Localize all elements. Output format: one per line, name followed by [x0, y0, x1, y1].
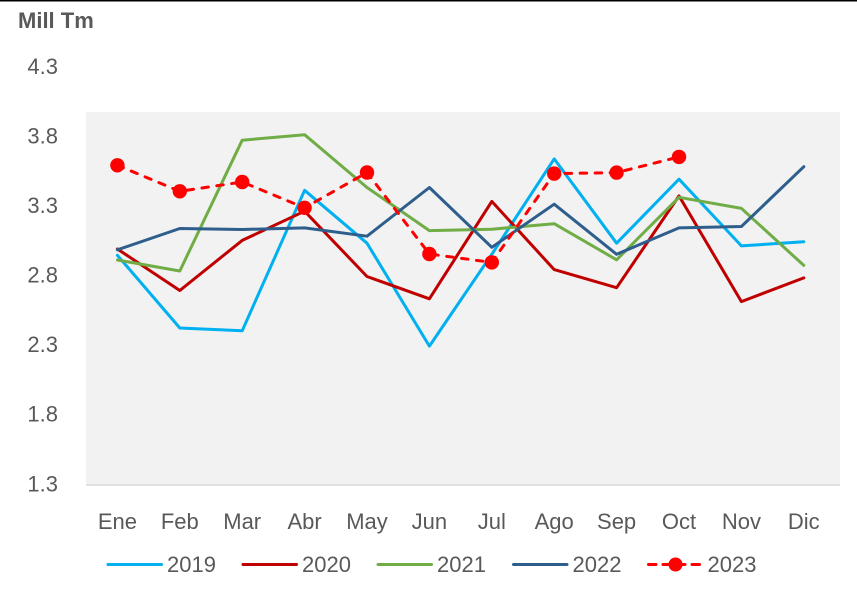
- svg-text:3.8: 3.8: [27, 124, 58, 149]
- svg-text:May: May: [346, 509, 388, 534]
- svg-text:3.3: 3.3: [27, 193, 58, 218]
- svg-text:2022: 2022: [573, 552, 622, 577]
- svg-text:2021: 2021: [437, 552, 486, 577]
- svg-text:Feb: Feb: [161, 509, 199, 534]
- svg-text:Nov: Nov: [722, 509, 761, 534]
- svg-text:2.3: 2.3: [27, 332, 58, 357]
- svg-text:Ene: Ene: [98, 509, 137, 534]
- svg-text:Abr: Abr: [287, 509, 321, 534]
- svg-text:1.8: 1.8: [27, 402, 58, 427]
- svg-text:Mar: Mar: [223, 509, 261, 534]
- svg-text:2023: 2023: [708, 552, 757, 577]
- svg-text:Ago: Ago: [535, 509, 574, 534]
- svg-text:Mill Tm: Mill Tm: [18, 8, 94, 33]
- svg-text:Jun: Jun: [412, 509, 447, 534]
- svg-text:2019: 2019: [167, 552, 216, 577]
- svg-text:Jul: Jul: [478, 509, 506, 534]
- svg-text:4.3: 4.3: [27, 54, 58, 79]
- svg-text:2020: 2020: [302, 552, 351, 577]
- svg-text:Dic: Dic: [788, 509, 820, 534]
- svg-text:Oct: Oct: [662, 509, 696, 534]
- svg-text:Sep: Sep: [597, 509, 636, 534]
- svg-text:1.3: 1.3: [27, 471, 58, 496]
- svg-text:2.8: 2.8: [27, 263, 58, 288]
